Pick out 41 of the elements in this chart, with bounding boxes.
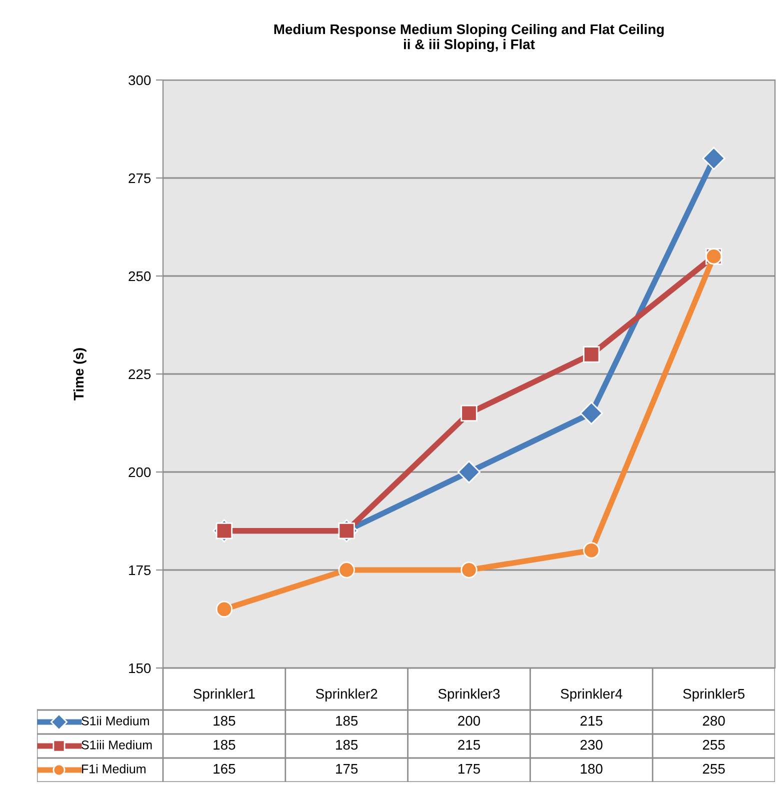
data-label: 175 <box>458 764 480 774</box>
y-tick-label: 175 <box>129 565 151 576</box>
y-axis-title: Time (s) <box>73 348 86 400</box>
data-label: 255 <box>702 740 725 750</box>
data-label: 185 <box>214 740 236 750</box>
point <box>216 600 233 618</box>
data-label: 165 <box>214 764 236 774</box>
y-tick-label: 150 <box>129 663 151 674</box>
data-label: 230 <box>580 740 602 750</box>
data-label: 255 <box>702 764 725 774</box>
x-tick-label: Sprinkler4 <box>560 688 622 702</box>
x-tick-label: Sprinkler3 <box>438 688 500 702</box>
data-label: 185 <box>214 716 236 726</box>
y-tick-label: 275 <box>128 173 151 184</box>
point <box>583 542 600 559</box>
data-label: 215 <box>580 716 602 726</box>
x-tick-label: Sprinkler5 <box>683 688 744 702</box>
point <box>702 146 726 170</box>
legend-label: F1i Medium <box>82 764 146 774</box>
point <box>583 346 600 363</box>
x-tick-label: Sprinkler2 <box>316 688 378 702</box>
y-tick-label: 300 <box>128 75 151 86</box>
point <box>580 402 603 425</box>
data-label: 215 <box>458 740 480 750</box>
data-label: 185 <box>336 740 358 750</box>
data-label: 185 <box>336 716 358 726</box>
legend-label: S1iii Medium <box>82 740 152 750</box>
y-tick-label: 225 <box>128 369 151 380</box>
y-tick-label: 250 <box>128 271 151 282</box>
point <box>338 562 355 578</box>
x-tick-label: Sprinkler1 <box>194 688 255 702</box>
y-tick-label: 200 <box>128 467 151 478</box>
data-label: 175 <box>336 764 358 774</box>
data-label: 280 <box>702 716 725 726</box>
legend-label: S1ii Medium <box>82 716 149 726</box>
data-label: 180 <box>580 764 602 774</box>
point <box>458 460 480 484</box>
point <box>460 404 478 422</box>
chart-title: Medium Response Medium Sloping Ceiling and Flat Ceiling ii & iii Sloping, i Flat <box>274 24 664 52</box>
point <box>460 562 478 578</box>
data-label: 200 <box>458 716 480 726</box>
